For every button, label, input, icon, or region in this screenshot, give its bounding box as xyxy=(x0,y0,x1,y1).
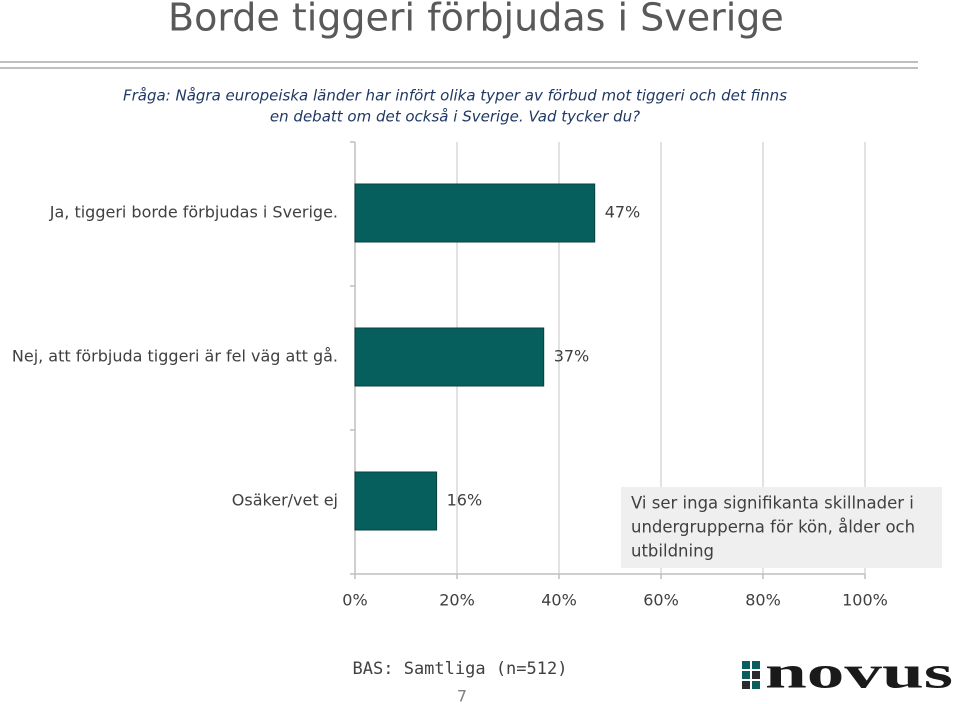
note-line: undergrupperna för kön, ålder och xyxy=(631,518,915,537)
x-tick-label: 0% xyxy=(342,591,367,610)
page-number: 7 xyxy=(457,687,467,704)
value-label: 37% xyxy=(554,347,590,366)
logo-square xyxy=(752,661,760,669)
x-tick-label: 60% xyxy=(643,591,679,610)
bar xyxy=(354,471,438,531)
x-tick-label: 100% xyxy=(842,591,888,610)
logo: novus xyxy=(765,647,953,698)
value-label: 47% xyxy=(605,203,641,222)
slide-title: Borde tiggeri förbjudas i Sverige xyxy=(168,0,784,40)
x-tick-label: 80% xyxy=(745,591,781,610)
x-tick-label: 40% xyxy=(541,591,577,610)
bar xyxy=(354,327,545,387)
logo-square xyxy=(752,671,760,679)
category-label: Ja, tiggeri borde förbjudas i Sverige. xyxy=(49,203,338,222)
bar xyxy=(354,183,596,243)
logo-square xyxy=(742,681,750,689)
note-line: Vi ser inga signifikanta skillnader i xyxy=(631,494,914,513)
category-label: Osäker/vet ej xyxy=(232,491,338,510)
question-line: en debatt om det också i Sverige. Vad ty… xyxy=(270,108,640,126)
base-text: BAS: Samtliga (n=512) xyxy=(353,659,568,679)
category-label: Nej, att förbjuda tiggeri är fel väg att… xyxy=(12,347,338,366)
value-label: 16% xyxy=(447,491,483,510)
x-tick-label: 20% xyxy=(439,591,475,610)
question-line: Fråga: Några europeiska länder har inför… xyxy=(123,87,787,105)
note-box xyxy=(621,487,942,568)
note-line: utbildning xyxy=(631,542,714,561)
logo-square xyxy=(742,671,750,679)
logo-square xyxy=(752,681,760,689)
logo-square xyxy=(742,661,750,669)
